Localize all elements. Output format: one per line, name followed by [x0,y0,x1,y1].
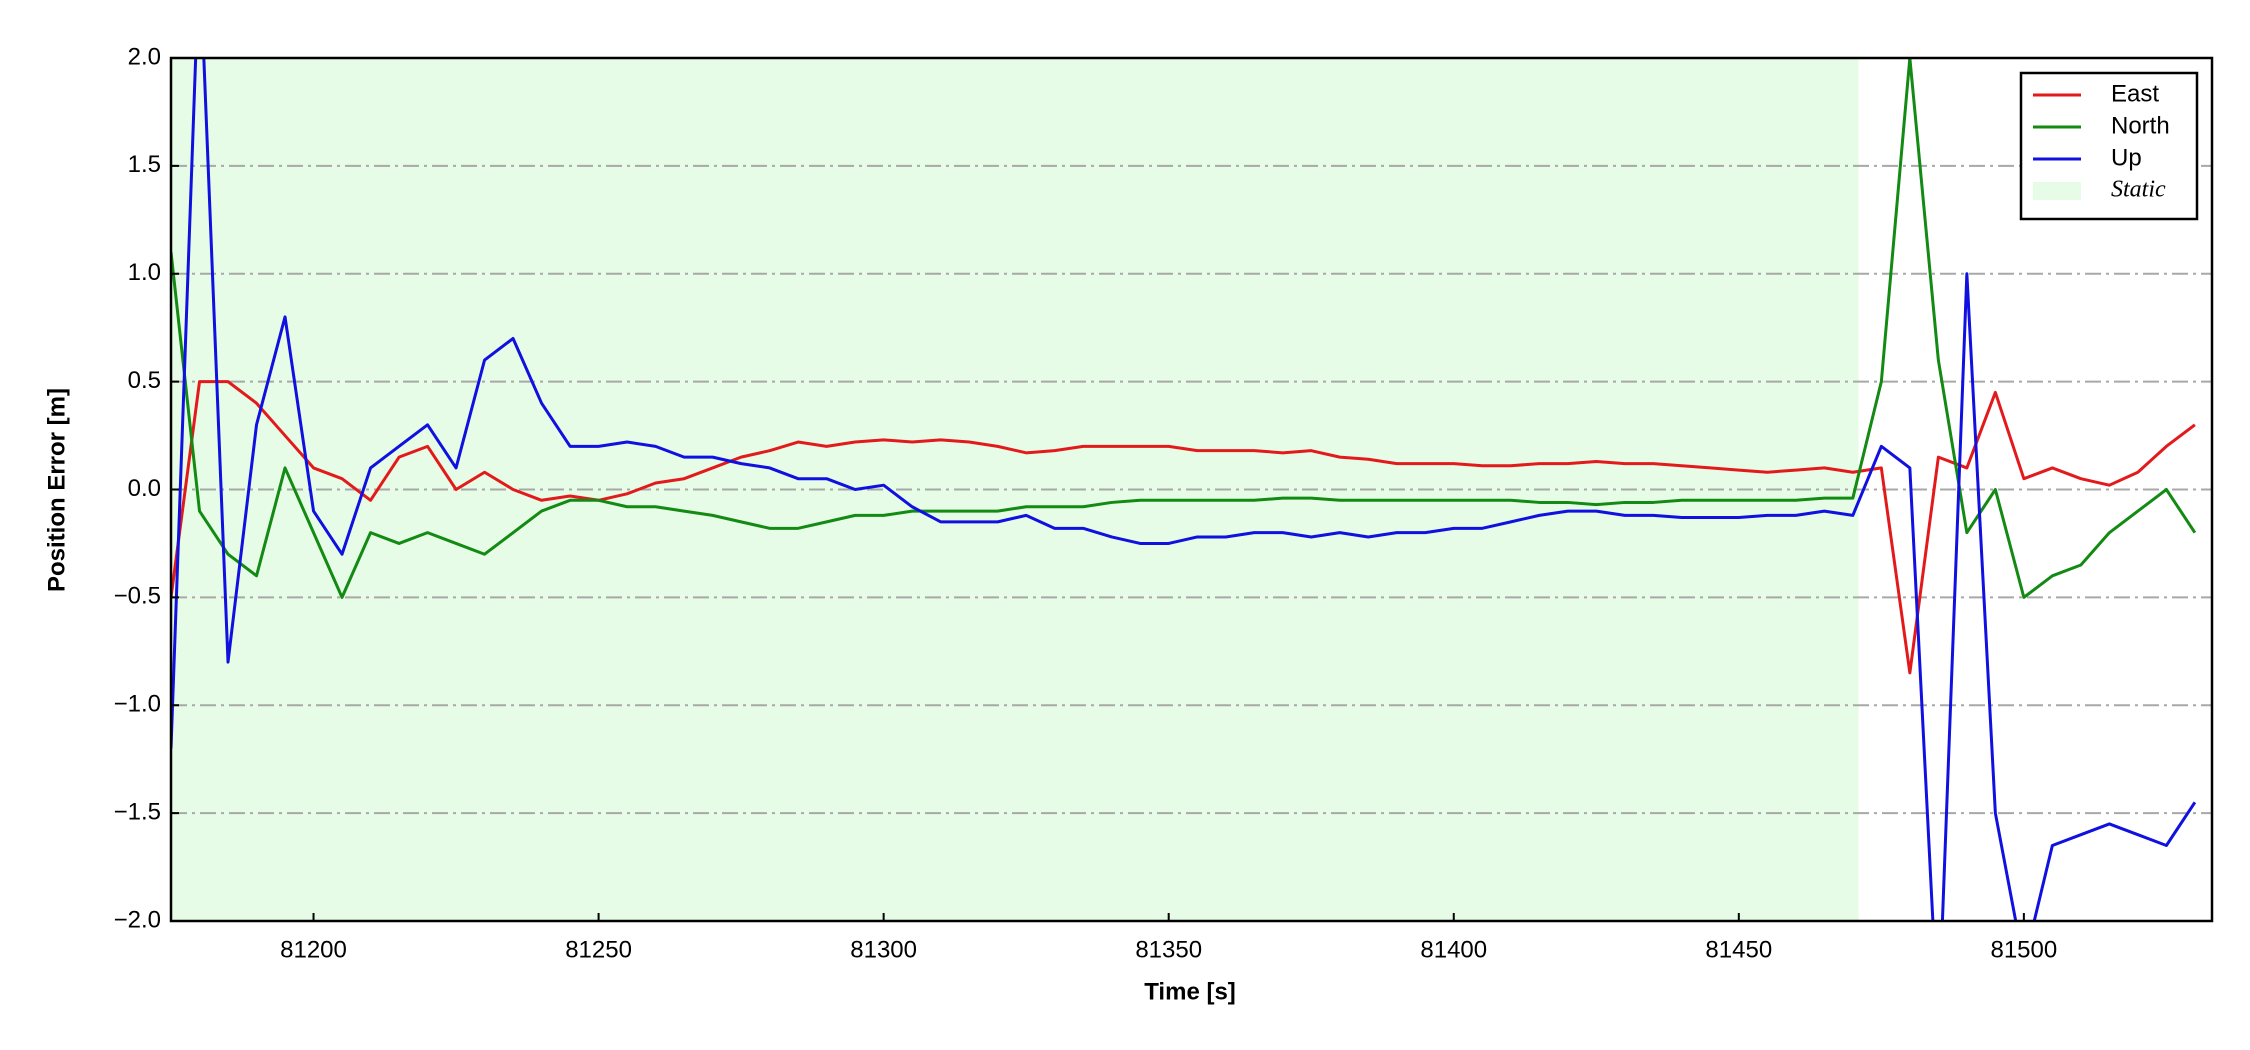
x-tick-label: 81300 [850,936,917,963]
x-tick-label: 81250 [565,936,632,963]
y-tick-label: 2.0 [128,43,161,70]
x-tick-label: 81350 [1135,936,1202,963]
series-line [171,58,2197,921]
y-tick-label: −1.0 [114,691,161,718]
y-tick-label: 1.0 [128,259,161,286]
y-tick-label: −2.0 [114,906,161,933]
y-tick-label: 0.0 [128,475,161,502]
legend-label: Static [2111,177,2166,203]
legend-label: North [2111,112,2170,139]
x-tick-label: 81400 [1420,936,1487,963]
y-tick-label: −0.5 [114,583,161,610]
y-tick-label: 1.5 [128,151,161,178]
x-tick-label: 81500 [1990,936,2057,963]
y-axis-label: Position Error [m] [43,388,70,592]
series-line [171,58,2197,599]
series-line [171,380,2196,675]
y-tick-label: −1.5 [114,798,161,825]
legend-label: Up [2111,144,2142,171]
legend-swatch [2033,182,2081,200]
y-tick-label: 0.5 [128,367,161,394]
x-tick-label: 81450 [1705,936,1772,963]
x-axis-label: Time [s] [1144,978,1236,1005]
plot-frame [169,56,2214,923]
legend-label: East [2111,80,2159,107]
x-tick-label: 81200 [280,936,347,963]
